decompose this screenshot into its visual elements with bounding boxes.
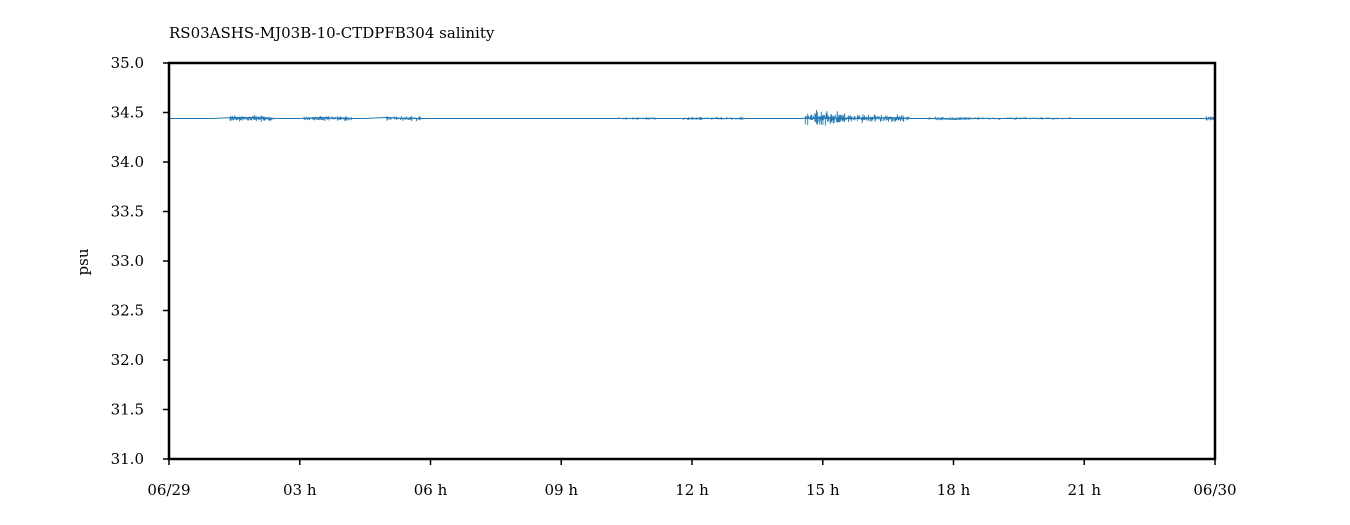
series-layer [169,110,1215,126]
y-tick-label: 31.5 [111,401,144,419]
x-tick-label: 21 h [1067,481,1101,499]
x-tick-label: 09 h [544,481,578,499]
x-tick-label: 03 h [283,481,317,499]
x-tick-label: 18 h [937,481,971,499]
y-tick-label: 31.0 [111,450,144,468]
plot-frame [167,61,1217,461]
x-tick-label: 15 h [806,481,840,499]
chart-title: RS03ASHS-MJ03B-10-CTDPFB304 salinity [169,24,495,42]
y-tick-label: 32.0 [111,351,144,369]
x-axis: 06/29 03 h 06 h 09 h 12 h 15 h 18 h 21 h 06/30 [147,459,1237,499]
y-axis-label: psu [74,248,92,275]
y-axis: 31.0 31.5 32.0 32.5 33.0 33.5 34.0 34.5 35.0 [111,54,169,468]
y-tick-label: 34.5 [111,104,144,122]
series-noise [229,110,1215,126]
x-tick-label: 12 h [675,481,709,499]
x-tick-label: 06/29 [147,481,190,499]
y-tick-label: 33.5 [111,203,144,221]
x-tick-label: 06 h [414,481,448,499]
y-tick-label: 34.0 [111,153,144,171]
y-tick-label: 35.0 [111,54,144,72]
x-tick-label: 06/30 [1193,481,1236,499]
y-tick-label: 33.0 [111,252,144,270]
y-tick-label: 32.5 [111,302,144,320]
